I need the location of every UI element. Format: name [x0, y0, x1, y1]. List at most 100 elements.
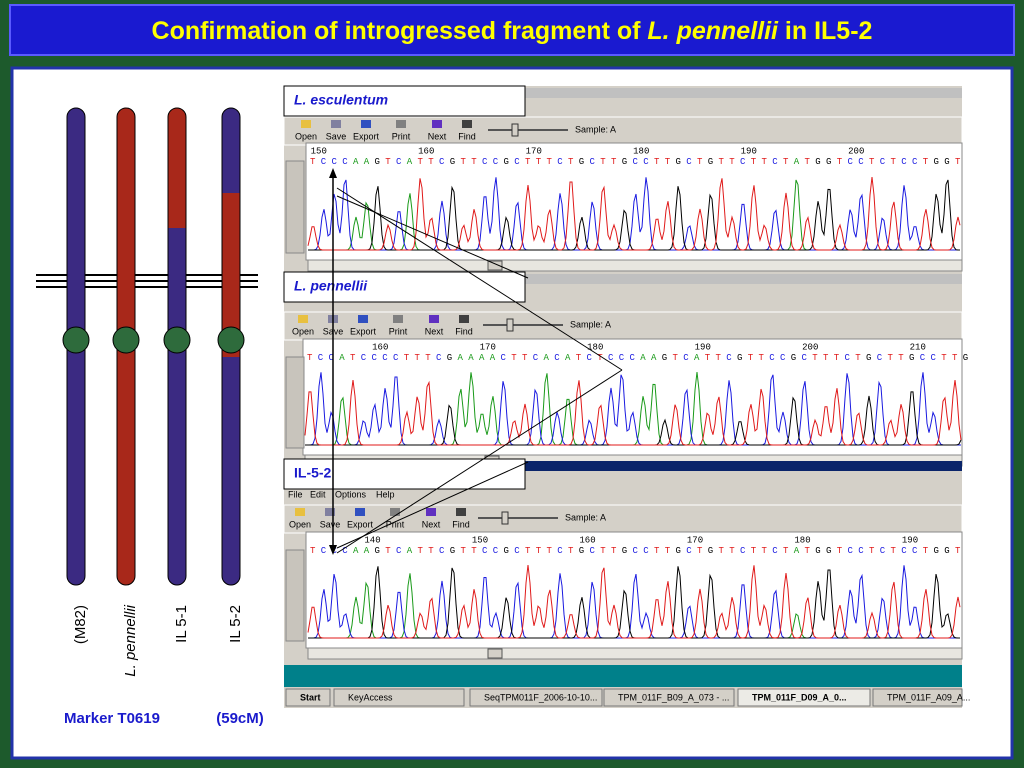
toolbar-button[interactable]: Find: [458, 131, 476, 141]
toolbar-button[interactable]: Export: [347, 519, 374, 529]
base: T: [805, 546, 811, 556]
base: T: [812, 353, 818, 363]
taskbar-button[interactable]: [469, 688, 603, 707]
toolbar-button[interactable]: Open: [295, 131, 317, 141]
trace: [307, 176, 961, 251]
base: G: [662, 353, 667, 363]
taskbar-item[interactable]: KeyAccess: [348, 692, 393, 702]
toolbar-button[interactable]: Print: [386, 519, 405, 529]
taskbar-button[interactable]: [872, 688, 963, 707]
base: T: [665, 546, 671, 556]
base: C: [342, 157, 348, 167]
slide-title: Confirmation of introgressed fragment of…: [152, 17, 873, 45]
base: T: [869, 546, 875, 556]
toolbar-button[interactable]: Save: [326, 131, 347, 141]
base: C: [590, 157, 596, 167]
taskbar-item[interactable]: TPM_011F_B09_A_073 - ...: [618, 692, 729, 702]
centromere: [62, 326, 90, 354]
base: G: [622, 157, 627, 167]
taskbar-button[interactable]: [285, 688, 331, 707]
base: T: [805, 157, 811, 167]
base: T: [941, 353, 947, 363]
base: G: [375, 546, 380, 556]
base-position: 150: [472, 535, 488, 545]
base-position: 170: [687, 535, 703, 545]
menu-item: File: [288, 489, 303, 499]
toolbar-icon: [358, 315, 368, 323]
base: C: [630, 353, 636, 363]
scroll-thumb: [487, 648, 503, 659]
toolbar-button[interactable]: Print: [389, 326, 408, 336]
toolbar-button[interactable]: Find: [452, 519, 470, 529]
taskbar-item[interactable]: SeqTPM011F_2006-10-10...: [484, 692, 597, 702]
toolbar-button[interactable]: Print: [392, 131, 411, 141]
panel-label-box: [283, 458, 526, 490]
base: T: [751, 546, 757, 556]
base: G: [504, 546, 509, 556]
base: G: [934, 157, 939, 167]
base-position: 160: [372, 342, 388, 352]
base: C: [332, 157, 338, 167]
toolbar-button[interactable]: Next: [428, 131, 447, 141]
toolbar-button[interactable]: Open: [289, 519, 311, 529]
centromere: [217, 326, 245, 354]
toolbar-icon: [361, 120, 371, 128]
base: A: [565, 353, 571, 363]
base: C: [912, 546, 918, 556]
base-position: 160: [579, 535, 595, 545]
toolbar-button[interactable]: Next: [422, 519, 441, 529]
base: T: [525, 546, 531, 556]
menu-item: Edit: [310, 489, 326, 499]
base: C: [845, 353, 851, 363]
base: C: [931, 353, 937, 363]
toolbar-button[interactable]: Export: [353, 131, 380, 141]
trace: [304, 379, 962, 446]
toolbar-icon: [325, 508, 335, 516]
taskbar-button[interactable]: [333, 688, 465, 707]
base: C: [686, 546, 692, 556]
toolbar-button[interactable]: Save: [320, 519, 341, 529]
base: G: [826, 157, 831, 167]
base: G: [826, 546, 831, 556]
taskbar-item[interactable]: TPM_011F_D09_A_0...: [752, 692, 847, 702]
base: C: [608, 353, 614, 363]
toolbar-icon: [390, 508, 400, 516]
base: C: [332, 546, 338, 556]
window-titlebar: [525, 88, 962, 98]
toolbar-button[interactable]: Find: [455, 326, 473, 336]
base: T: [511, 353, 517, 363]
taskbar-item[interactable]: TPM_011F_A09_A...: [887, 692, 970, 702]
toolbar-icon: [298, 315, 308, 323]
base: T: [471, 157, 477, 167]
base: T: [547, 157, 553, 167]
base-position: 200: [848, 146, 864, 156]
base: A: [694, 353, 700, 363]
slider-thumb: [511, 123, 519, 137]
scrollbar: [307, 647, 963, 660]
toolbar-button[interactable]: Open: [292, 326, 314, 336]
taskbar-button[interactable]: [737, 688, 871, 707]
toolbar-icon: [295, 508, 305, 516]
base: C: [633, 546, 639, 556]
taskbar-button[interactable]: [603, 688, 735, 707]
base: T: [751, 157, 757, 167]
connector: [336, 195, 529, 279]
scroll-left: [285, 356, 305, 449]
base: C: [514, 157, 520, 167]
toolbar-icon: [456, 508, 466, 516]
base: T: [783, 157, 789, 167]
panel-label-box: [283, 271, 526, 303]
base-position: 180: [587, 342, 603, 352]
base: T: [428, 546, 434, 556]
base-position: 170: [480, 342, 496, 352]
toolbar-button[interactable]: Next: [425, 326, 444, 336]
base: G: [944, 157, 949, 167]
base: T: [536, 157, 542, 167]
taskbar-item[interactable]: Start: [300, 692, 321, 702]
base-position: 190: [741, 146, 757, 156]
base: A: [479, 353, 485, 363]
base: C: [493, 157, 499, 167]
menu-item: Options: [335, 489, 367, 499]
toolbar-button[interactable]: Export: [350, 326, 377, 336]
centromere: [163, 326, 191, 354]
